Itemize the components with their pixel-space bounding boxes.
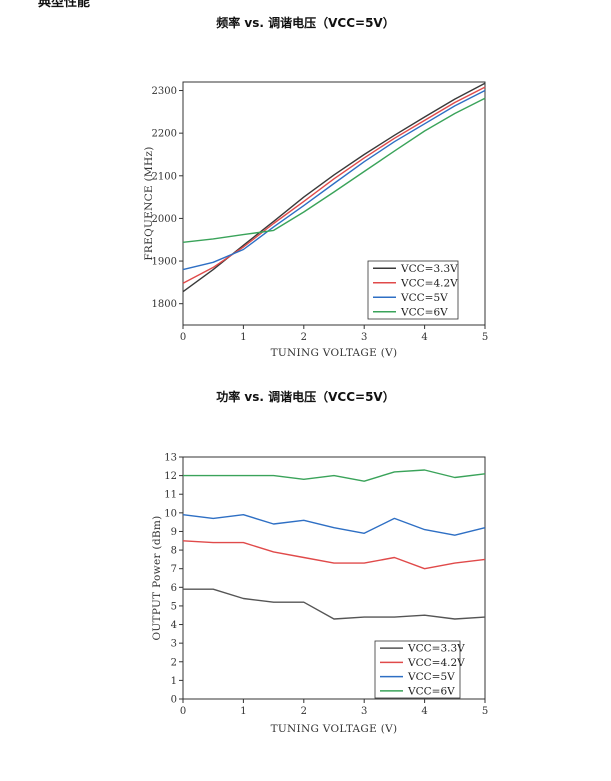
y-tick-label: 3: [171, 639, 177, 650]
series-line-2: [182, 86, 486, 284]
y-tick-label: 8: [171, 546, 177, 557]
legend-label: VCC=3.3V: [407, 643, 465, 655]
chart-title-frequency: 频率 vs. 调谐电压（VCC=5V）: [216, 16, 395, 30]
y-tick-label: 1: [171, 676, 177, 687]
series-line-4: [182, 97, 486, 243]
legend-label: VCC=4.2V: [400, 277, 458, 289]
x-tick-label: 0: [180, 332, 186, 343]
plot-frame: [182, 456, 486, 700]
legend-box: [367, 260, 459, 320]
y-tick-label: 1800: [152, 299, 177, 310]
y-tick-label: 13: [164, 453, 177, 464]
y-tick-label: 1900: [152, 257, 177, 268]
x-tick-label: 1: [240, 332, 246, 343]
plot-frame: [182, 81, 486, 326]
chart-title-power: 功率 vs. 调谐电压（VCC=5V）: [216, 390, 395, 404]
y-tick-label: 4: [171, 620, 177, 631]
legend-label: VCC=5V: [400, 292, 448, 304]
y-axis-label: OUTPUT Power (dBm): [151, 515, 163, 640]
legend-box: [374, 640, 461, 699]
x-tick-label: 3: [361, 332, 367, 343]
y-tick-label: 0: [171, 695, 177, 706]
y-tick-label: 2300: [152, 86, 177, 97]
legend: VCC=3.3V VCC=4.2V VCC=5V VCC=6V: [374, 640, 465, 699]
y-tick-label: 12: [164, 471, 177, 482]
y-tick-label: 10: [164, 508, 177, 519]
x-tick-label: 3: [361, 706, 367, 717]
x-tick-label: 0: [180, 706, 186, 717]
y-tick-label: 2: [171, 657, 177, 668]
y-tick-label: 2100: [152, 171, 177, 182]
x-tick-label: 2: [301, 332, 307, 343]
x-axis-label: TUNING VOLTAGE (V): [271, 347, 398, 359]
x-tick-label: 5: [482, 706, 488, 717]
y-tick-label: 6: [171, 583, 177, 594]
legend-label: VCC=6V: [400, 306, 448, 318]
series-line-4: [183, 469, 486, 482]
x-tick-label: 5: [482, 332, 488, 343]
series-line-1: [183, 588, 486, 620]
legend-label: VCC=6V: [407, 685, 455, 697]
x-tick-label: 2: [301, 706, 307, 717]
y-tick-label: 7: [171, 564, 177, 575]
chart-1: 0 1 2 3 4 5 1800 1900 2000 2100 2200 2300 TUNING VOL…: [143, 81, 488, 359]
x-tick-label: 4: [421, 332, 427, 343]
series-line-2: [182, 540, 486, 570]
x-tick-label: 4: [421, 706, 427, 717]
x-tick-label: 1: [240, 706, 246, 717]
section-heading: 典型性能: [38, 0, 91, 10]
legend-label: VCC=5V: [407, 671, 455, 683]
y-tick-label: 11: [164, 490, 177, 501]
series-line-3: [182, 89, 486, 271]
legend: VCC=3.3V VCC=4.2V VCC=5V VCC=6V: [367, 260, 459, 320]
x-axis-label: TUNING VOLTAGE (V): [271, 723, 398, 735]
legend-label: VCC=4.2V: [407, 657, 465, 669]
y-axis-label: FREQUENCE (MHz): [143, 146, 155, 260]
y-tick-label: 9: [171, 527, 177, 538]
y-tick-label: 5: [171, 601, 177, 612]
y-tick-label: 2000: [152, 214, 177, 225]
y-tick-label: 2200: [152, 129, 177, 140]
legend-label: VCC=3.3V: [400, 263, 458, 275]
series-line-3: [182, 514, 486, 536]
